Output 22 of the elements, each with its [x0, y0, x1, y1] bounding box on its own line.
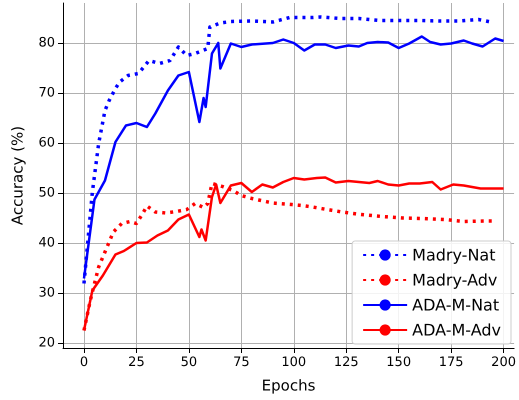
x-tick-label: 25: [128, 355, 145, 370]
x-tick-label: 150: [386, 355, 412, 370]
x-tick-label: 125: [334, 355, 359, 370]
x-axis-title: Epochs: [262, 376, 316, 394]
x-tick-label: 50: [180, 355, 198, 370]
y-tick-label: 20: [38, 336, 55, 350]
y-axis-title: Accuracy (%): [8, 126, 26, 226]
x-tick-label: 200: [491, 355, 516, 370]
y-tick-label: 70: [38, 86, 55, 100]
y-tick-label: 40: [38, 236, 55, 250]
legend-label: ADA-M-Nat: [412, 296, 500, 314]
y-tick-label: 30: [38, 286, 55, 300]
legend-label: Madry-Nat: [412, 246, 496, 264]
legend-label: ADA-M-Adv: [412, 320, 502, 340]
y-tick-label: 80: [38, 36, 55, 50]
legend-label: Madry-Adv: [412, 270, 498, 290]
x-tick-label: 75: [233, 355, 250, 370]
x-tick-label: 175: [438, 355, 464, 370]
x-tick-label: 0: [80, 355, 88, 370]
y-tick-label: 50: [38, 186, 55, 200]
x-tick-label: 100: [281, 355, 306, 370]
y-tick-label: 60: [38, 136, 55, 150]
